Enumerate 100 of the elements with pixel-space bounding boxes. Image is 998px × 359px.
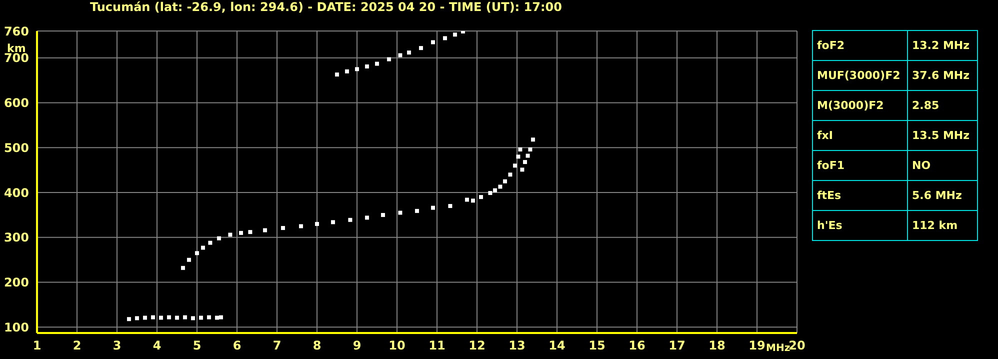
point [345,69,349,74]
point [175,316,179,320]
point [239,230,243,235]
point [127,317,131,322]
x-tick-label: 8 [312,338,322,353]
point [518,147,522,152]
point [263,228,267,232]
y-tick-label: 760 [4,24,29,38]
x-tick-label: 19 [748,338,766,353]
point [387,57,391,62]
point [398,53,402,58]
text: 13.5 MHz [908,120,978,150]
x-tick-label: 20 [788,338,806,353]
text: 13.2 MHz [908,30,978,60]
y-tick-label: 200 [4,276,29,290]
point [453,32,457,37]
point [281,226,285,230]
text: MUF(3000)F2 [812,60,908,90]
y-tick-label: 400 [4,186,29,200]
x-tick-label: 10 [388,338,406,353]
point [431,40,435,44]
x-tick-label: 14 [548,338,566,353]
point [181,266,185,270]
y-tick-label: 100 [4,320,29,334]
point [516,154,520,159]
point [375,62,379,66]
point [219,315,223,320]
x-tick-label: 1 [32,338,42,353]
point [183,315,187,320]
text: foF2 [812,30,908,60]
point [335,72,339,77]
point [348,218,352,222]
point [248,230,252,234]
point [520,168,524,172]
point [415,208,419,213]
y-tick-label: 500 [4,140,29,155]
x-tick-label: 3 [112,338,122,353]
x-tick-label: 7 [272,338,282,353]
point [465,198,469,202]
x-tick-label: 17 [668,338,686,353]
point [503,179,507,184]
point [526,154,530,158]
point [531,138,535,142]
point [508,172,512,177]
point [471,198,475,203]
point [315,222,319,226]
x-tick-label: 18 [708,338,726,353]
point [159,316,163,320]
point [431,206,435,210]
point [365,64,369,68]
x-tick-label: 11 [428,338,446,353]
text: foF1 [812,150,908,180]
point [498,184,502,189]
point [365,216,369,220]
point [355,67,359,72]
point [195,251,199,256]
point [488,190,492,195]
point [135,316,139,320]
x-axis-title: MHz [766,343,790,355]
point [299,224,303,228]
point [419,46,423,50]
x-tick-label: 16 [628,338,646,353]
text: NO [908,150,978,180]
point [207,315,211,320]
y-tick-label: 700 [4,51,29,66]
point [143,316,147,320]
x-tick-label: 12 [468,338,486,353]
point [523,160,527,164]
point [331,220,335,224]
point [187,258,191,262]
y-tick-label: 300 [4,230,29,245]
x-tick-label: 6 [232,338,242,353]
text: 37.6 MHz [908,60,978,90]
chart-title: Tucumán (lat: -26.9, lon: 294.6) - DATE: 2025 04 20 - TIME (UT): 17:00 [90,0,562,14]
text: ftEs [812,180,908,210]
point [513,164,517,168]
x-tick-label: 13 [508,338,526,353]
y-tick-label: 600 [4,96,29,110]
point [443,36,447,40]
point [448,204,452,208]
point [151,315,155,320]
point [528,147,532,152]
x-tick-label: 15 [588,338,606,353]
x-tick-label: 5 [192,338,202,353]
x-tick-label: 4 [152,338,162,353]
point [191,316,195,320]
text: M(3000)F2 [812,90,908,120]
x-tick-label: 2 [72,338,82,353]
text: 112 km [908,210,978,240]
text: fxI [812,120,908,150]
point [167,315,171,320]
x-tick-label: 9 [352,338,362,353]
point [201,246,205,250]
point [479,195,483,200]
point [199,316,203,320]
text: h'Es [812,210,908,240]
point [228,232,232,237]
point [407,50,411,55]
point [208,240,212,245]
point [215,316,219,320]
